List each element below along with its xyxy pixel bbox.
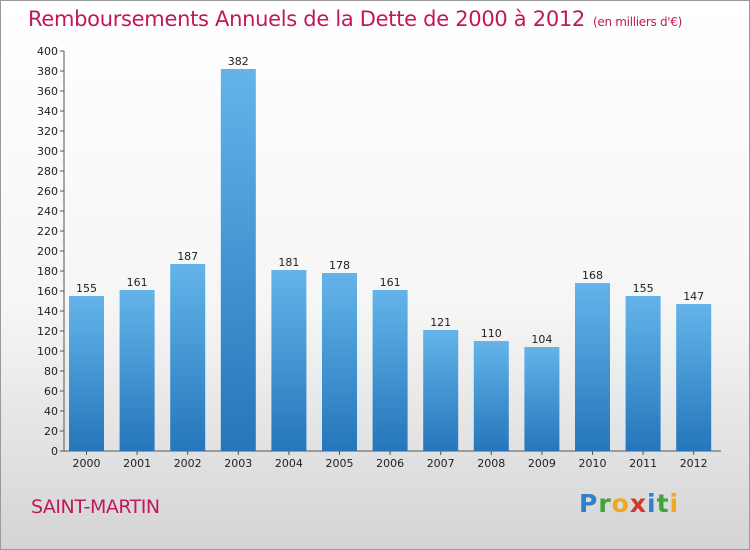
y-tick-label: 240 [37, 205, 58, 218]
y-tick-label: 380 [37, 65, 58, 78]
bar [524, 347, 560, 451]
y-tick-label: 80 [44, 365, 58, 378]
logo-letter: i [647, 489, 657, 518]
chart-title-text: Remboursements Annuels de la Dette de 20… [28, 7, 585, 31]
y-tick-label: 300 [37, 145, 58, 158]
y-tick-label: 40 [44, 405, 58, 418]
bar [322, 273, 357, 451]
bar [170, 264, 206, 451]
x-tick-label: 2012 [680, 457, 708, 470]
x-tick-label: 2008 [477, 457, 505, 470]
logo-letter: o [611, 489, 630, 518]
bar-value-label: 147 [683, 290, 704, 303]
bar-value-label: 187 [177, 250, 198, 263]
logo-letter: r [598, 489, 612, 518]
bar-value-label: 104 [531, 333, 552, 346]
y-tick-label: 280 [37, 165, 58, 178]
x-tick-label: 2011 [629, 457, 657, 470]
chart-title: Remboursements Annuels de la Dette de 20… [28, 7, 682, 31]
bar [372, 290, 408, 451]
y-tick-label: 220 [37, 225, 58, 238]
y-tick-label: 100 [37, 345, 58, 358]
y-tick-label: 200 [37, 245, 58, 258]
x-tick-label: 2007 [427, 457, 455, 470]
logo-letter: P [579, 489, 599, 518]
bar [69, 296, 104, 451]
bar [271, 270, 307, 451]
x-tick-label: 2010 [579, 457, 607, 470]
y-tick-label: 0 [51, 445, 58, 458]
y-tick-label: 120 [37, 325, 58, 338]
bar-value-label: 121 [430, 316, 451, 329]
bar-value-label: 161 [127, 276, 148, 289]
bar [625, 296, 661, 451]
bar-value-label: 178 [329, 259, 350, 272]
bar-value-label: 161 [380, 276, 401, 289]
bar-value-label: 168 [582, 269, 603, 282]
x-tick-label: 2009 [528, 457, 556, 470]
bar [676, 304, 712, 451]
commune-name: SAINT-MARTIN [31, 496, 160, 518]
logo-letter: t [656, 489, 670, 518]
bar [473, 341, 509, 451]
logo-letter: x [629, 489, 647, 518]
bar [119, 290, 155, 451]
y-tick-label: 160 [37, 285, 58, 298]
logo-letter: i [669, 489, 680, 518]
y-tick-label: 320 [37, 125, 58, 138]
chart-unit: (en milliers d'€) [593, 15, 683, 29]
axes: 0 20 40 60 80 100 120 140 160 180 200 220 240 260 280 3… [37, 45, 721, 458]
bar-value-label: 382 [228, 55, 249, 68]
labels: 155 2000 161 2001 187 2002 382 2003 181 2004 178 20… [73, 55, 708, 470]
bars [69, 69, 712, 451]
x-tick-label: 2003 [224, 457, 252, 470]
x-tick-label: 2001 [123, 457, 151, 470]
x-tick-label: 2006 [376, 457, 404, 470]
bar-value-label: 155 [633, 282, 654, 295]
y-tick-label: 180 [37, 265, 58, 278]
x-tick-label: 2000 [73, 457, 101, 470]
y-tick-label: 400 [37, 45, 58, 58]
y-tick-label: 340 [37, 105, 58, 118]
y-tick-label: 140 [37, 305, 58, 318]
y-tick-label: 260 [37, 185, 58, 198]
y-tick-label: 360 [37, 85, 58, 98]
bar [220, 69, 256, 451]
y-tick-label: 20 [44, 425, 58, 438]
proxiti-logo: Proxiti [579, 489, 679, 518]
y-tick-label: 60 [44, 385, 58, 398]
bar-value-label: 155 [76, 282, 97, 295]
x-tick-label: 2002 [174, 457, 202, 470]
bar-value-label: 181 [278, 256, 299, 269]
bar-value-label: 110 [481, 327, 502, 340]
x-tick-label: 2005 [326, 457, 354, 470]
x-tick-label: 2004 [275, 457, 303, 470]
bar [423, 330, 459, 451]
bar [575, 283, 610, 451]
